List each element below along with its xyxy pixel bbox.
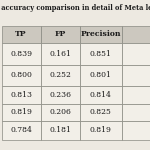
FancyBboxPatch shape: [122, 86, 150, 104]
Text: erage accuracy comparison in detail of Meta level cl: erage accuracy comparison in detail of M…: [0, 4, 150, 12]
FancyBboxPatch shape: [122, 103, 150, 121]
Text: 0.825: 0.825: [90, 108, 111, 116]
Text: 0.252: 0.252: [49, 71, 71, 79]
Text: FP: FP: [54, 30, 66, 38]
FancyBboxPatch shape: [80, 43, 122, 64]
FancyBboxPatch shape: [122, 121, 150, 140]
Text: 0.814: 0.814: [90, 91, 111, 99]
Text: Precision: Precision: [80, 30, 121, 38]
FancyBboxPatch shape: [80, 103, 122, 121]
FancyBboxPatch shape: [80, 26, 122, 43]
FancyBboxPatch shape: [2, 43, 40, 64]
Text: 0.161: 0.161: [49, 50, 71, 58]
FancyBboxPatch shape: [40, 64, 80, 86]
FancyBboxPatch shape: [80, 86, 122, 104]
Text: 0.181: 0.181: [49, 126, 71, 135]
Text: 0.206: 0.206: [49, 108, 71, 116]
FancyBboxPatch shape: [2, 26, 40, 43]
FancyBboxPatch shape: [40, 121, 80, 140]
FancyBboxPatch shape: [40, 103, 80, 121]
FancyBboxPatch shape: [122, 43, 150, 64]
FancyBboxPatch shape: [122, 26, 150, 43]
Text: 0.819: 0.819: [90, 126, 111, 135]
FancyBboxPatch shape: [40, 43, 80, 64]
FancyBboxPatch shape: [2, 103, 40, 121]
Text: 0.800: 0.800: [10, 71, 32, 79]
Text: 0.813: 0.813: [10, 91, 32, 99]
Text: 0.784: 0.784: [10, 126, 32, 135]
FancyBboxPatch shape: [80, 64, 122, 86]
Text: 0.801: 0.801: [90, 71, 111, 79]
Text: 0.839: 0.839: [10, 50, 32, 58]
Text: 0.851: 0.851: [90, 50, 111, 58]
FancyBboxPatch shape: [2, 86, 40, 104]
FancyBboxPatch shape: [40, 26, 80, 43]
FancyBboxPatch shape: [80, 121, 122, 140]
FancyBboxPatch shape: [40, 86, 80, 104]
FancyBboxPatch shape: [122, 64, 150, 86]
FancyBboxPatch shape: [2, 64, 40, 86]
Text: 0.236: 0.236: [49, 91, 71, 99]
FancyBboxPatch shape: [2, 121, 40, 140]
Text: TP: TP: [15, 30, 27, 38]
Text: 0.819: 0.819: [10, 108, 32, 116]
